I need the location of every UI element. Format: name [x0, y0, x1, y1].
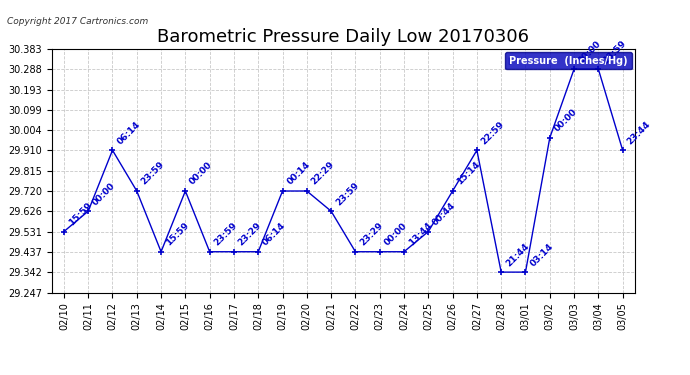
Text: 23:59: 23:59: [213, 221, 239, 248]
Text: 15:14: 15:14: [455, 160, 482, 187]
Text: 13:44: 13:44: [407, 221, 433, 248]
Text: 23:59: 23:59: [334, 180, 361, 207]
Text: 00:00: 00:00: [91, 181, 117, 207]
Text: 00:00: 00:00: [188, 160, 215, 187]
Text: 00:00: 00:00: [553, 107, 579, 134]
Text: 00:00: 00:00: [577, 39, 603, 65]
Text: 22:59: 22:59: [480, 119, 506, 146]
Text: 00:00: 00:00: [382, 221, 408, 248]
Text: 21:44: 21:44: [504, 241, 531, 268]
Text: 06:14: 06:14: [115, 120, 142, 146]
Text: 23:29: 23:29: [237, 221, 264, 248]
Text: 00:14: 00:14: [286, 160, 312, 187]
Text: 23:59: 23:59: [601, 38, 628, 65]
Text: 23:59: 23:59: [139, 160, 166, 187]
Legend: Pressure  (Inches/Hg): Pressure (Inches/Hg): [506, 52, 632, 69]
Text: 15:59: 15:59: [164, 221, 190, 248]
Text: 15:59: 15:59: [67, 201, 93, 227]
Title: Barometric Pressure Daily Low 20170306: Barometric Pressure Daily Low 20170306: [157, 28, 529, 46]
Text: 22:29: 22:29: [310, 160, 336, 187]
Text: 23:44: 23:44: [625, 119, 652, 146]
Text: 23:29: 23:29: [358, 221, 385, 248]
Text: 00:44: 00:44: [431, 201, 457, 227]
Text: 06:14: 06:14: [261, 221, 288, 248]
Text: Copyright 2017 Cartronics.com: Copyright 2017 Cartronics.com: [7, 17, 148, 26]
Text: 03:14: 03:14: [529, 242, 555, 268]
